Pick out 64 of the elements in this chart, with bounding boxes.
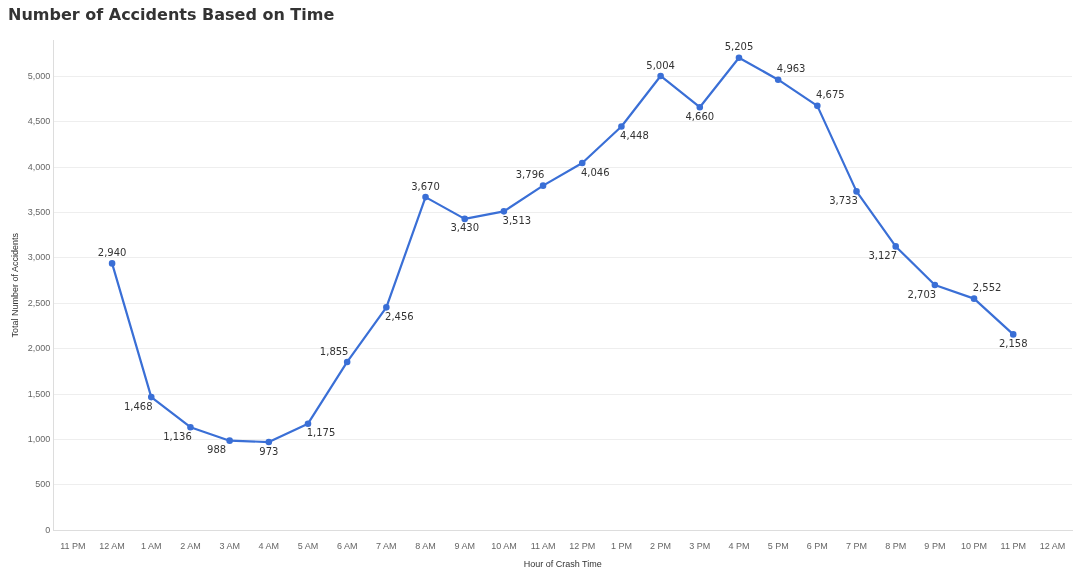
y-tick-label: 2,000 xyxy=(27,343,51,354)
data-label: 5,205 xyxy=(724,41,754,53)
data-label: 4,046 xyxy=(580,166,610,178)
x-tick-label: 2 AM xyxy=(180,541,201,552)
y-tick-label: 5,000 xyxy=(27,70,51,81)
data-label: 1,468 xyxy=(123,400,153,412)
data-label: 3,513 xyxy=(502,214,532,226)
data-label: 973 xyxy=(259,445,279,457)
x-tick-label: 6 AM xyxy=(336,541,358,552)
data-label: 4,660 xyxy=(685,110,715,122)
x-tick-label: 12 PM xyxy=(569,541,596,552)
x-tick-label: 4 PM xyxy=(728,541,750,552)
x-tick-label: 9 AM xyxy=(454,541,475,552)
x-tick-label: 5 AM xyxy=(297,541,319,552)
x-tick-label: 3 AM xyxy=(219,541,240,552)
y-tick-label: 4,500 xyxy=(27,116,51,127)
data-label: 2,703 xyxy=(907,288,937,300)
y-tick-label: 2,500 xyxy=(27,297,51,308)
data-label: 1,175 xyxy=(306,427,336,439)
y-tick-label: 1,500 xyxy=(27,388,51,399)
x-tick-label: 5 PM xyxy=(767,541,789,552)
data-label: 2,552 xyxy=(972,282,1002,294)
data-label: 1,136 xyxy=(163,430,192,442)
y-tick-label: 3,500 xyxy=(27,207,51,218)
data-label: 3,670 xyxy=(411,180,440,192)
x-tick-label: 3 PM xyxy=(689,541,711,552)
x-tick-label: 1 AM xyxy=(141,541,162,552)
y-tick-label: 1,000 xyxy=(27,434,51,445)
x-tick-label: 2 PM xyxy=(650,541,672,552)
data-label: 1,855 xyxy=(319,345,349,357)
x-tick-label: 4 AM xyxy=(258,541,280,552)
data-label: 3,127 xyxy=(868,250,898,262)
x-tick-label: 6 PM xyxy=(806,541,828,552)
data-label: 5,004 xyxy=(646,59,675,71)
data-label: 988 xyxy=(207,444,227,456)
x-tick-label: 11 AM xyxy=(530,541,556,552)
x-tick-label: 9 PM xyxy=(924,541,946,552)
x-tick-label: 11 PM xyxy=(60,541,86,552)
data-label: 4,448 xyxy=(620,130,649,142)
x-axis-title: Hour of Crash Time xyxy=(523,559,602,570)
x-tick-label: 7 AM xyxy=(376,541,397,552)
data-label: 3,733 xyxy=(829,194,858,206)
x-tick-label: 12 AM xyxy=(1039,541,1066,552)
x-tick-label: 10 PM xyxy=(961,541,988,552)
data-label: 2,940 xyxy=(97,247,127,258)
x-tick-label: 1 PM xyxy=(610,541,632,552)
y-tick-label: 500 xyxy=(35,479,51,490)
data-label: 4,963 xyxy=(776,63,806,75)
y-tick-label: 3,000 xyxy=(27,252,51,263)
data-label: 3,796 xyxy=(515,169,545,181)
x-tick-label: 10 AM xyxy=(491,541,517,552)
data-label: 4,675 xyxy=(816,89,845,101)
y-tick-label: 4,000 xyxy=(27,161,51,172)
x-tick-label: 11 PM xyxy=(1000,541,1026,552)
data-label: 3,430 xyxy=(450,222,480,234)
x-tick-label: 8 PM xyxy=(885,541,907,552)
x-tick-label: 12 AM xyxy=(99,541,125,552)
x-tick-label: 8 AM xyxy=(415,541,436,552)
y-tick-label: 0 xyxy=(45,524,51,535)
y-axis-title: Total Number of Accidents xyxy=(9,232,20,338)
data-label: 2,456 xyxy=(385,310,414,322)
x-tick-label: 7 PM xyxy=(846,541,868,552)
data-label: 2,158 xyxy=(998,338,1028,350)
chart-title: Number of Accidents Based on Time xyxy=(8,5,335,24)
